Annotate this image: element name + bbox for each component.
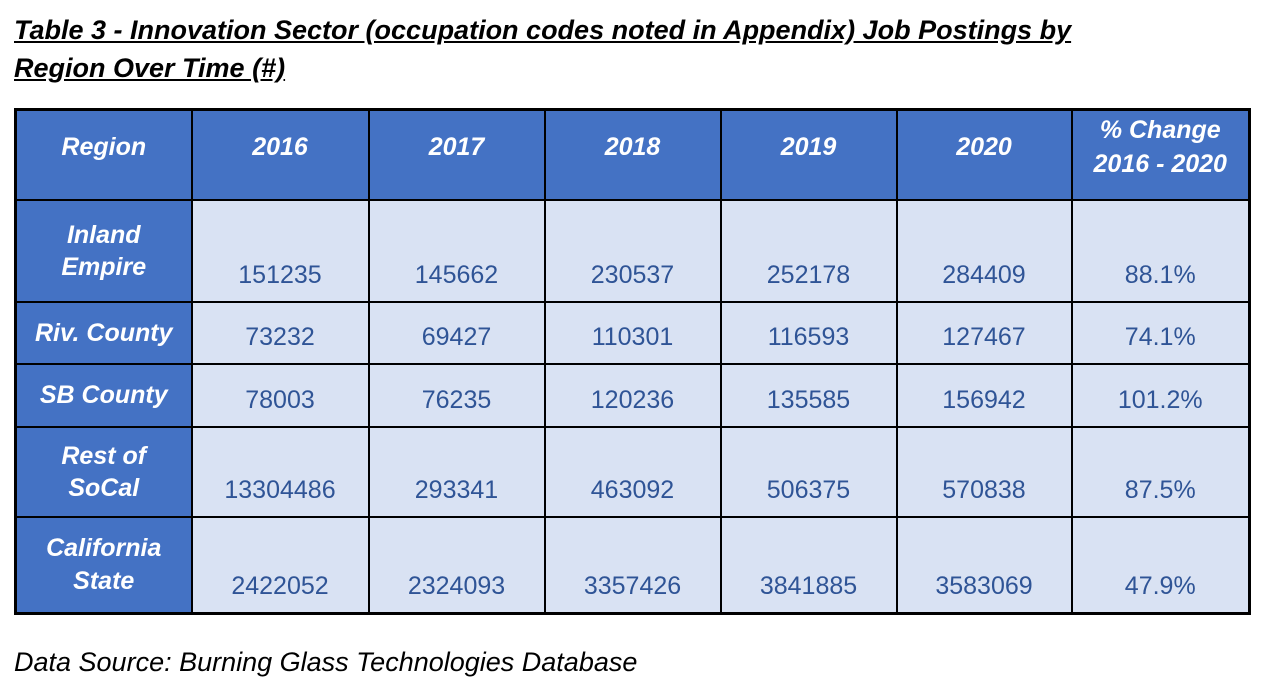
cell-pct-change: 87.5% — [1070, 426, 1251, 519]
cell-value: 3841885 — [719, 516, 898, 615]
cell-value: 463092 — [543, 426, 722, 519]
column-header-2016: 2016 — [190, 108, 370, 202]
cell-value: 2422052 — [190, 516, 370, 615]
cell-value: 120236 — [543, 363, 722, 429]
row-label: Riv. County — [14, 301, 193, 366]
column-header-region: Region — [14, 108, 193, 202]
cell-value: 230537 — [543, 199, 722, 304]
table-row-sb-county: SB County 78003 76235 120236 135585 1569… — [14, 363, 1251, 429]
table-row-inland-empire: Inland Empire 151235 145662 230537 25217… — [14, 199, 1251, 304]
cell-value: 252178 — [719, 199, 898, 304]
cell-value: 2324093 — [367, 516, 546, 615]
table-title: Table 3 - Innovation Sector (occupation … — [14, 15, 1072, 83]
cell-value: 3357426 — [543, 516, 722, 615]
cell-value: 78003 — [190, 363, 370, 429]
column-header-2020: 2020 — [895, 108, 1073, 202]
cell-value: 127467 — [895, 301, 1073, 366]
row-label: Inland Empire — [14, 199, 193, 304]
table-row-california-state: California State 2422052 2324093 3357426… — [14, 516, 1251, 615]
cell-pct-change: 47.9% — [1070, 516, 1251, 615]
cell-value: 76235 — [367, 363, 546, 429]
cell-value: 570838 — [895, 426, 1073, 519]
cell-value: 145662 — [367, 199, 546, 304]
row-label: California State — [14, 516, 193, 615]
cell-value: 116593 — [719, 301, 898, 366]
cell-value: 506375 — [719, 426, 898, 519]
cell-value: 13304486 — [190, 426, 370, 519]
cell-pct-change: 88.1% — [1070, 199, 1251, 304]
cell-value: 156942 — [895, 363, 1073, 429]
row-label: Rest of SoCal — [14, 426, 193, 519]
table-row-riv-county: Riv. County 73232 69427 110301 116593 12… — [14, 301, 1251, 366]
row-label: SB County — [14, 363, 193, 429]
cell-value: 69427 — [367, 301, 546, 366]
data-source-caption: Data Source: Burning Glass Technologies … — [14, 646, 638, 677]
column-header-2017: 2017 — [367, 108, 546, 202]
cell-value: 3583069 — [895, 516, 1073, 615]
cell-value: 110301 — [543, 301, 722, 366]
cell-value: 151235 — [190, 199, 370, 304]
cell-pct-change: 101.2% — [1070, 363, 1251, 429]
cell-pct-change: 74.1% — [1070, 301, 1251, 366]
cell-value: 293341 — [367, 426, 546, 519]
cell-value: 284409 — [895, 199, 1073, 304]
job-postings-table: Region 2016 2017 2018 2019 2020 % Change… — [14, 107, 1251, 615]
column-header-2018: 2018 — [543, 108, 722, 202]
table-row-rest-of-socal: Rest of SoCal 13304486 293341 463092 506… — [14, 426, 1251, 519]
column-header-2019: 2019 — [719, 108, 898, 202]
cell-value: 135585 — [719, 363, 898, 429]
cell-value: 73232 — [190, 301, 370, 366]
column-header-pct-change: % Change 2016 - 2020 — [1070, 108, 1251, 202]
table-header-row: Region 2016 2017 2018 2019 2020 % Change… — [14, 108, 1251, 202]
